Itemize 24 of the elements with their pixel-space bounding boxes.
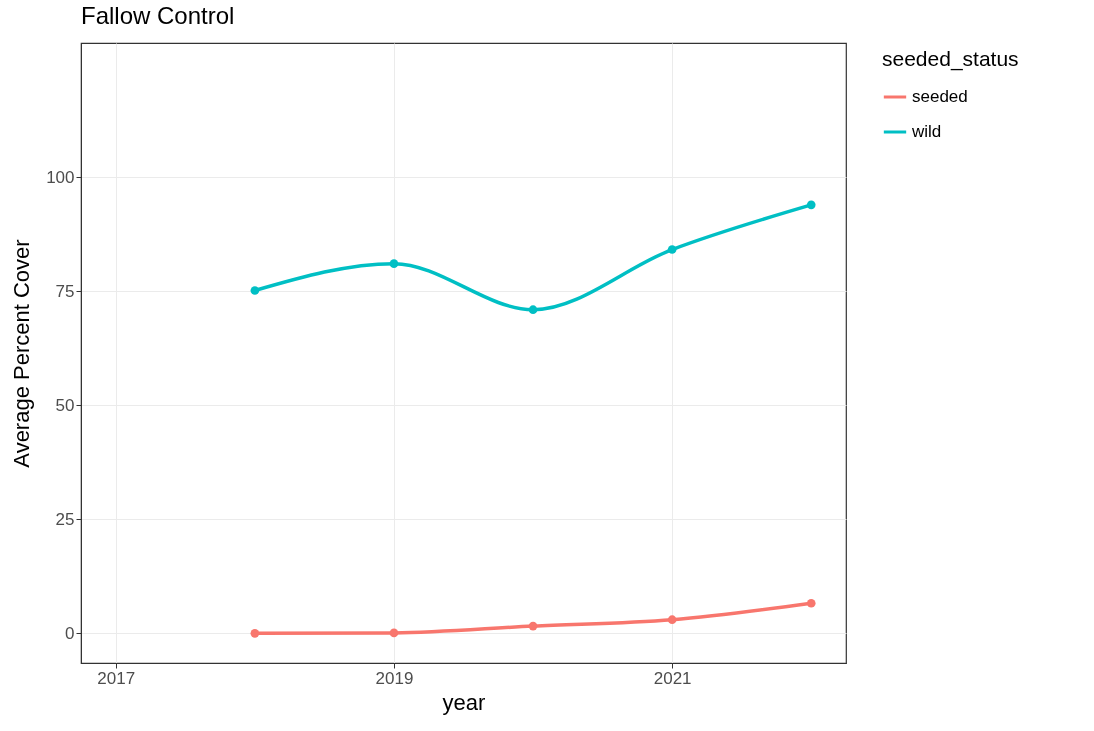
point [528,305,538,315]
point [250,286,260,295]
y-tick-label: 75 [55,281,75,301]
point [806,200,816,210]
legend-label: wild [911,122,942,141]
y-axis-title: Average Percent Cover [9,239,35,468]
y-tick-label: 100 [46,167,75,187]
point [528,621,538,631]
x-tick-label: 2021 [653,668,692,688]
x-axis-title: year [442,689,486,715]
legend-title: seeded_status [882,47,1019,71]
chart-title: Fallow Control [81,2,235,29]
point [667,245,677,254]
y-tick-label: 50 [55,395,75,415]
point [389,259,399,268]
point [250,629,260,638]
legend-label: seeded [912,87,968,106]
point [806,598,816,608]
x-tick-label: 2017 [97,668,136,688]
point [389,628,399,638]
y-tick-label: 25 [55,509,75,529]
x-tick-label: 2019 [375,668,414,688]
y-tick-label: 0 [65,623,75,643]
point [667,615,677,625]
